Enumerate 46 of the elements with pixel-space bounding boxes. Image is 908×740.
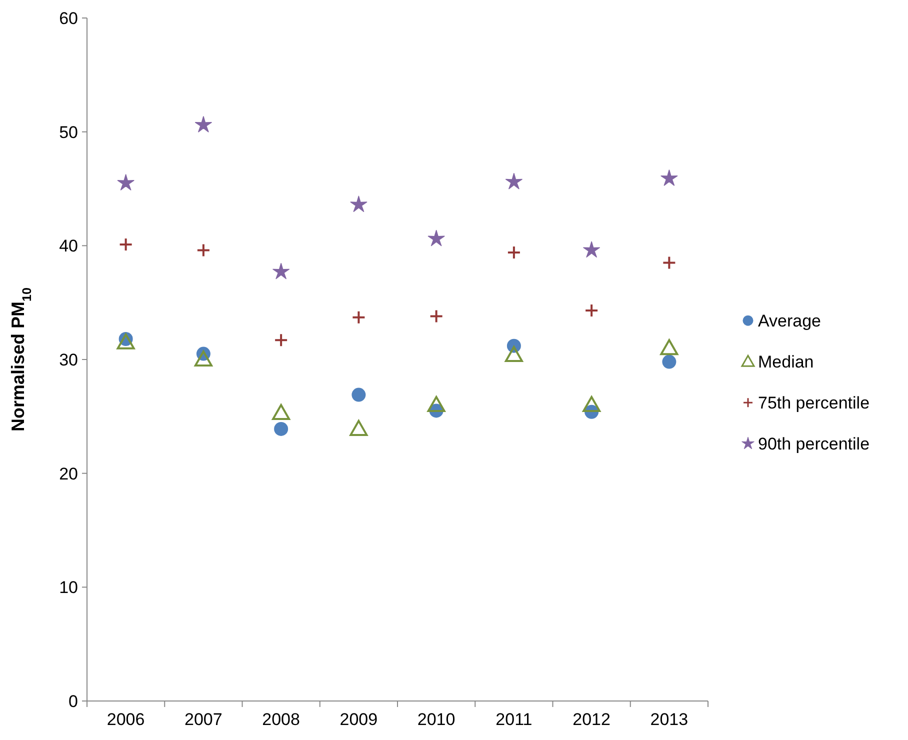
point — [196, 243, 210, 258]
point — [352, 310, 366, 324]
point — [662, 256, 676, 270]
point — [352, 388, 366, 402]
x-tick-label: 2007 — [184, 710, 222, 729]
point — [662, 354, 676, 369]
x-tick-label: 2006 — [106, 710, 145, 729]
x-tick-label: 2012 — [572, 710, 610, 729]
point — [117, 174, 134, 190]
point — [194, 116, 212, 132]
legend-label: 90th percentile — [758, 434, 870, 454]
x-tick-label: 2009 — [340, 710, 378, 729]
point — [116, 333, 135, 350]
legend-label: Average — [758, 312, 822, 331]
y-tick-label: 50 — [59, 122, 78, 142]
point — [274, 333, 288, 348]
y-tick-label: 0 — [68, 692, 78, 711]
point — [429, 309, 444, 324]
point — [583, 241, 600, 258]
point — [505, 173, 522, 190]
x-tick-label: 2013 — [650, 710, 688, 729]
y-tick-label: 30 — [59, 350, 78, 370]
point — [506, 245, 521, 260]
legend-label: Median — [758, 352, 814, 372]
point — [272, 262, 290, 280]
x-tick-label: 2011 — [496, 710, 532, 729]
point — [504, 346, 523, 362]
point — [118, 238, 133, 252]
point — [428, 230, 445, 246]
y-tick-label: 60 — [59, 8, 78, 28]
y-tick-label: 40 — [59, 236, 78, 256]
legend-label: 75th percentile — [758, 394, 870, 413]
y-tick-label: 10 — [59, 578, 78, 598]
point — [194, 350, 212, 366]
y-tick-label: 20 — [59, 464, 78, 484]
x-tick-label: 2008 — [262, 710, 300, 729]
point — [350, 420, 368, 436]
point — [660, 170, 678, 186]
point — [427, 396, 446, 412]
point — [660, 339, 678, 356]
point — [350, 196, 368, 212]
point — [274, 422, 288, 436]
point — [272, 404, 290, 420]
point — [584, 304, 599, 318]
point — [582, 396, 601, 412]
x-tick-label: 2010 — [417, 710, 456, 729]
